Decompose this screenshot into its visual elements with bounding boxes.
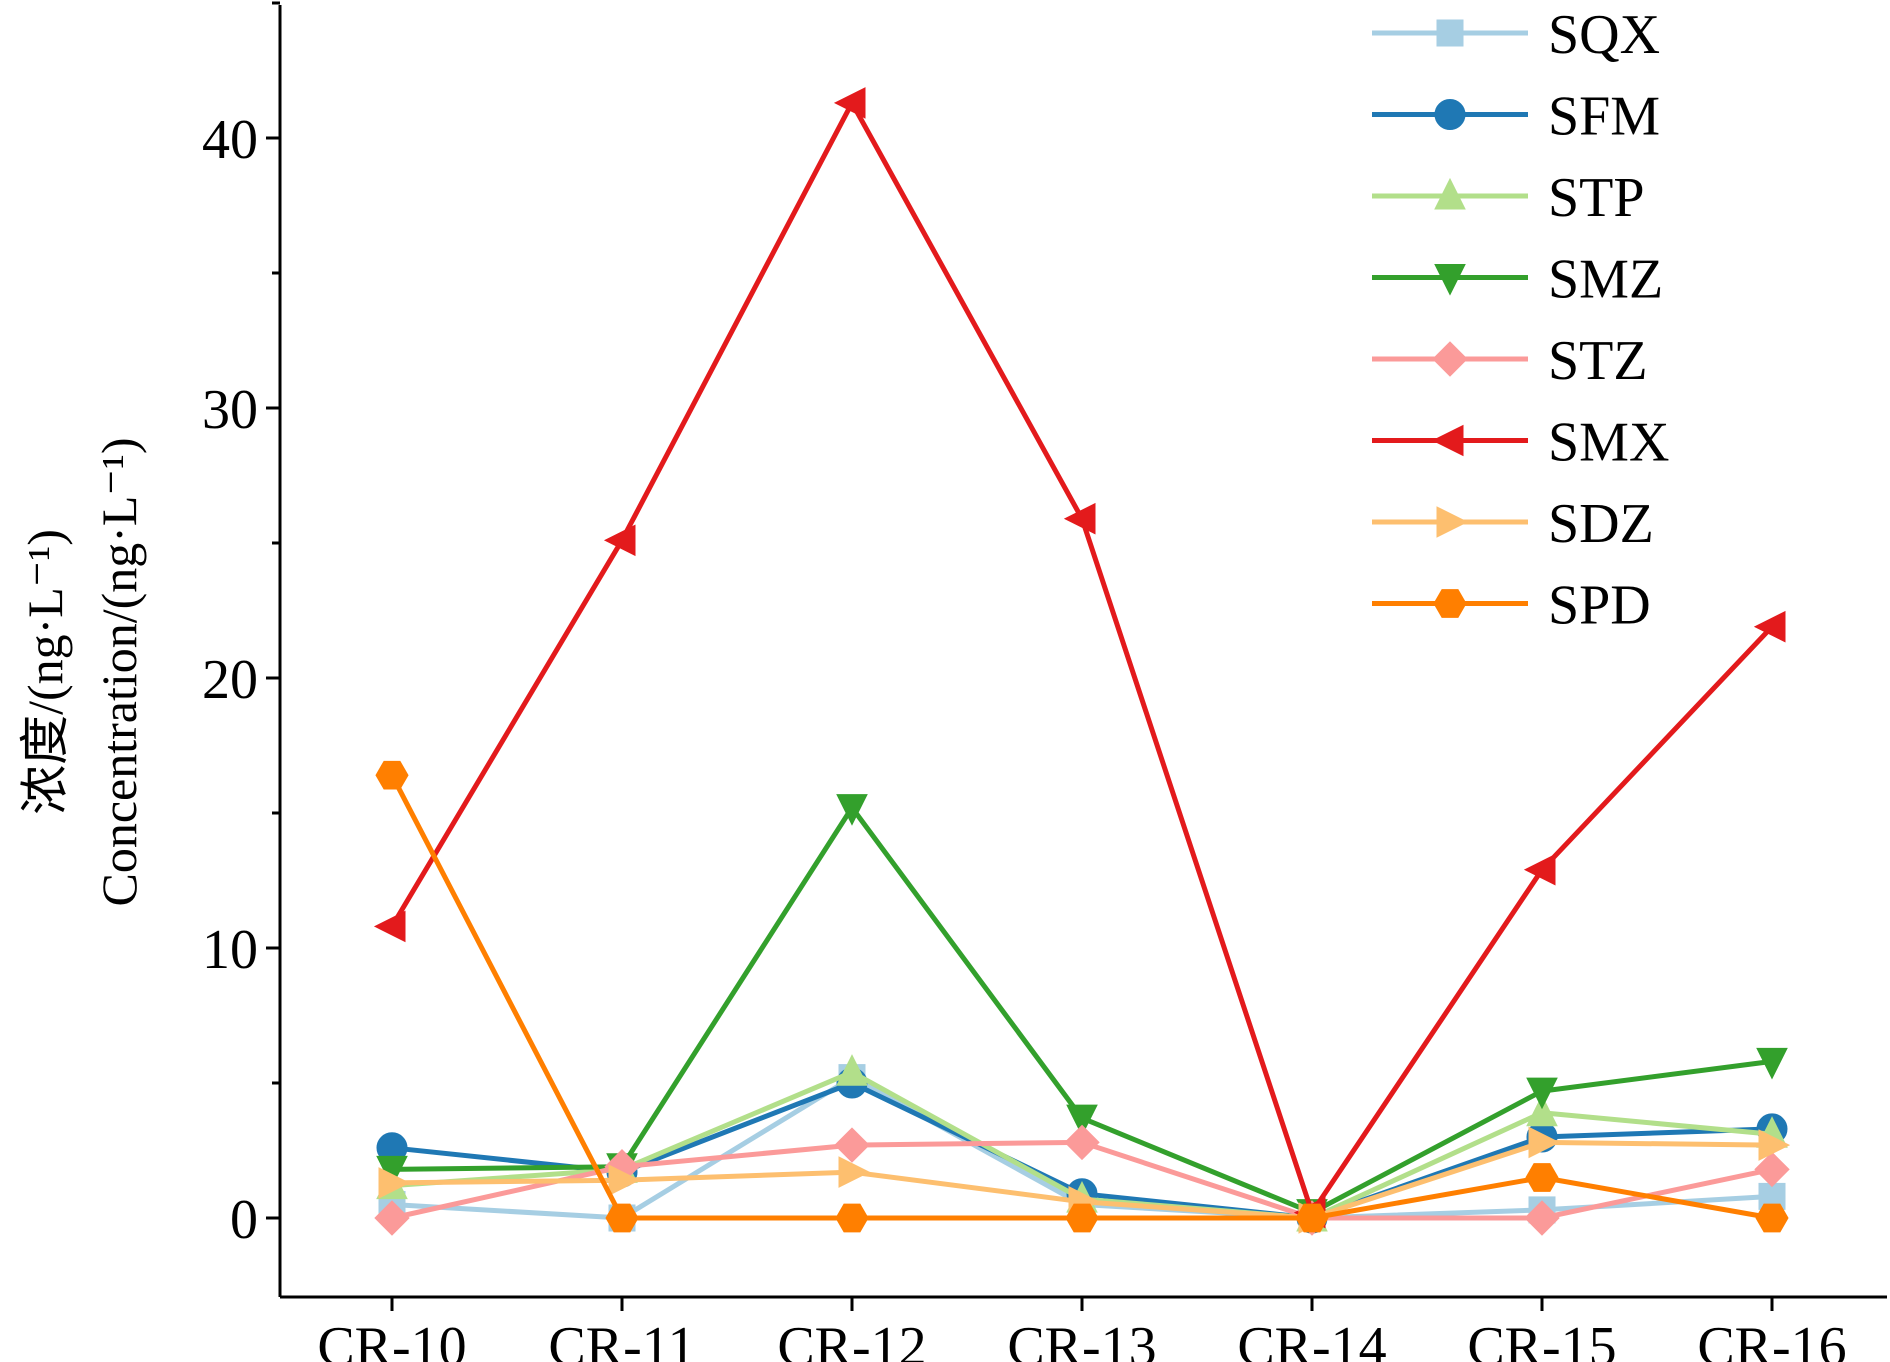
series-smz [376, 794, 1788, 1231]
series-stz [374, 1124, 1790, 1236]
legend-item-stp: STP [1372, 167, 1645, 229]
legend-marker [1434, 264, 1466, 296]
data-point-smx [1523, 853, 1556, 886]
y-tick-label: 0 [230, 1189, 258, 1251]
legend-item-stz: STZ [1372, 330, 1648, 392]
y-axis-label-chinese: 浓度/(ng·L⁻¹) [17, 529, 73, 815]
legend: SQX SFM STP SMZ STZ SMX SDZ SPD [1372, 4, 1669, 637]
axes [278, 5, 1887, 1299]
data-point-stp [1526, 1094, 1558, 1127]
y-tick-label: 10 [202, 919, 258, 981]
legend-marker [1433, 589, 1467, 618]
legend-label: SPD [1548, 575, 1651, 637]
x-tick-label: CR-16 [1697, 1316, 1846, 1362]
legend-label: SMZ [1548, 249, 1663, 311]
x-tick-label: CR-15 [1467, 1316, 1616, 1362]
x-tick-label: CR-11 [548, 1316, 695, 1362]
data-point-smx [1063, 502, 1096, 535]
data-point-stp [836, 1054, 868, 1086]
legend-item-smx: SMX [1372, 412, 1669, 474]
series-spd [375, 760, 1789, 1233]
data-point-stz [1064, 1124, 1100, 1161]
data-point-sdz [838, 1156, 871, 1188]
data-point-spd [375, 760, 409, 790]
legend-marker [1434, 177, 1466, 210]
legend-marker [1432, 341, 1468, 377]
data-point-spd [835, 1203, 869, 1233]
data-point-spd [1295, 1203, 1329, 1233]
legend-marker [1434, 99, 1466, 130]
data-point-smx [603, 524, 636, 557]
legend-item-sdz: SDZ [1372, 493, 1654, 555]
legend-label: SQX [1548, 4, 1660, 66]
y-tick-label: 20 [202, 649, 258, 711]
legend-item-sqx: SQX [1372, 4, 1660, 66]
data-point-spd [605, 1203, 639, 1233]
y-tick-label: 40 [202, 109, 258, 171]
data-point-smz [1526, 1077, 1558, 1110]
legend-item-smz: SMZ [1372, 249, 1663, 311]
legend-item-sfm: SFM [1372, 86, 1660, 148]
data-point-smz [1756, 1047, 1788, 1080]
series-smx [373, 87, 1786, 1229]
data-point-sdz [1528, 1126, 1561, 1159]
x-tick-label: CR-12 [777, 1316, 926, 1362]
legend-item-spd: SPD [1372, 575, 1651, 637]
legend-marker [1436, 506, 1469, 538]
x-tick-label: CR-14 [1237, 1316, 1386, 1362]
data-point-stz [834, 1127, 870, 1163]
data-point-smx [833, 87, 866, 119]
x-tick-label: CR-10 [317, 1316, 466, 1362]
data-point-stz [1754, 1151, 1790, 1188]
legend-label: SMX [1548, 412, 1669, 474]
data-point-spd [1065, 1203, 1099, 1233]
y-axis-label-english: Concentration/(ng·L⁻¹) [91, 437, 147, 906]
data-point-spd [1755, 1203, 1789, 1233]
ticks: 0 10 20 30 40 CR-10 CR-11 CR-12 CR-13 CR-14 CR-15 C… [202, 1, 1847, 1362]
data-point-smx [373, 910, 406, 943]
legend-marker [1431, 424, 1464, 457]
legend-label: SDZ [1548, 493, 1654, 555]
data-point-smz [1066, 1104, 1098, 1137]
legend-label: STP [1548, 167, 1645, 229]
legend-label: STZ [1548, 330, 1648, 392]
data-point-stz [1524, 1200, 1560, 1236]
data-point-stz [374, 1200, 410, 1236]
data-point-sdz [1758, 1129, 1791, 1161]
data-point-sdz [608, 1164, 641, 1197]
data-point-spd [1525, 1163, 1559, 1192]
data-point-sdz [378, 1167, 411, 1199]
y-tick-label: 30 [202, 379, 258, 441]
legend-marker [1436, 19, 1464, 47]
data-point-smx [1753, 610, 1786, 643]
legend-label: SFM [1548, 86, 1660, 148]
series-layer [373, 87, 1791, 1236]
data-point-smz [836, 794, 868, 826]
x-tick-label: CR-13 [1007, 1316, 1156, 1362]
